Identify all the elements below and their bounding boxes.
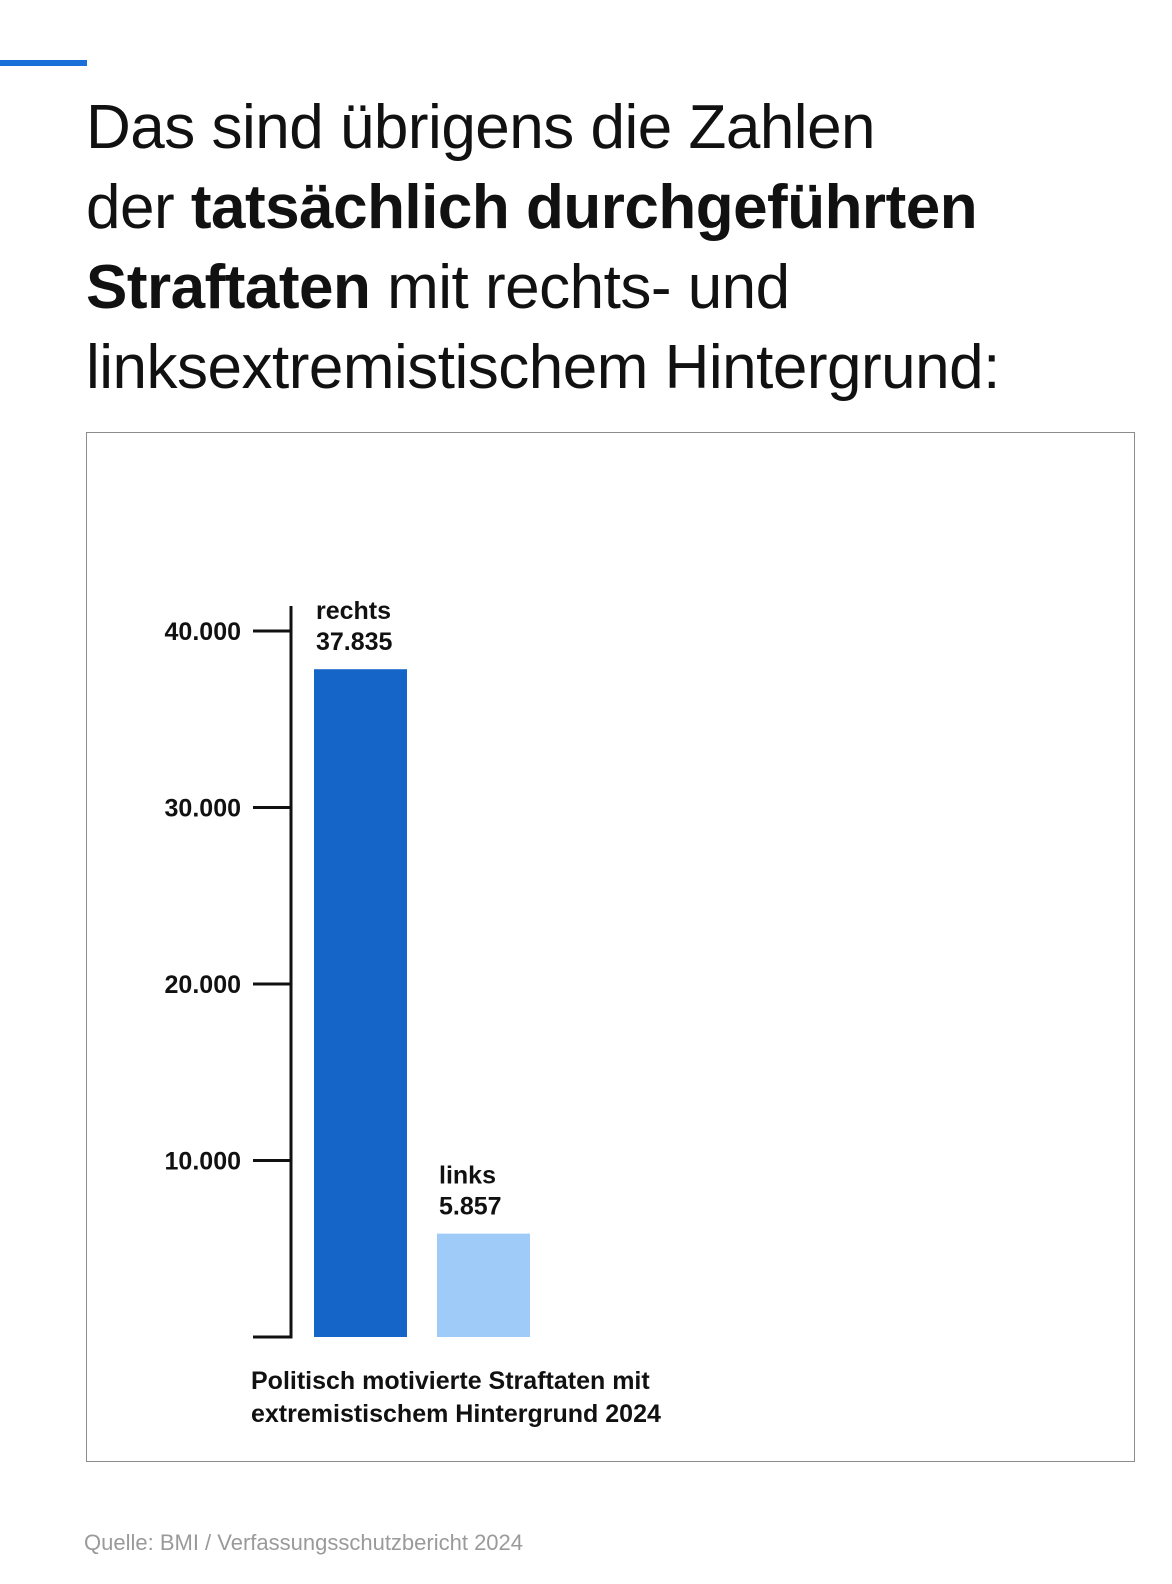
headline-line-2-bold: tatsächlich durchgeführten — [190, 173, 978, 242]
bar-rechts — [314, 669, 407, 1337]
x-axis-caption-line-1: Politisch motivierte Straftaten mit — [251, 1367, 650, 1395]
headline-line-1: Das sind übrigens die Zahlen — [86, 93, 876, 162]
chart-frame: 10.000 20.000 30.000 40.000 rechts 37.835 link… — [86, 432, 1135, 1462]
y-tick-label-30000: 30.000 — [165, 795, 241, 823]
y-tick-label-20000: 20.000 — [165, 971, 241, 999]
headline-line-3-post: mit rechts- und — [370, 253, 790, 322]
headline-line-3-bold: Straftaten — [86, 253, 371, 322]
bar-value-label-links: 5.857 — [439, 1193, 502, 1221]
bar-links — [437, 1233, 530, 1337]
bar-category-label-rechts: rechts — [316, 597, 391, 625]
bar-category-label-links: links — [439, 1162, 496, 1190]
bar-value-label-rechts: 37.835 — [316, 628, 393, 656]
y-tick-label-40000: 40.000 — [165, 618, 241, 646]
headline-line-4: linksextremistischem Hintergrund: — [86, 333, 1000, 402]
y-tick-label-10000: 10.000 — [165, 1148, 241, 1176]
source-note: Quelle: BMI / Verfassungsschutzbericht 2… — [84, 1530, 524, 1555]
headline: Das sind übrigens die Zahlen der tatsäch… — [86, 88, 1146, 408]
accent-line — [0, 60, 87, 66]
x-axis-caption-line-2: extremistischem Hintergrund 2024 — [251, 1400, 661, 1428]
headline-line-2-pre: der — [86, 173, 191, 242]
bar-chart: 10.000 20.000 30.000 40.000 rechts 37.835 link… — [165, 597, 661, 1428]
